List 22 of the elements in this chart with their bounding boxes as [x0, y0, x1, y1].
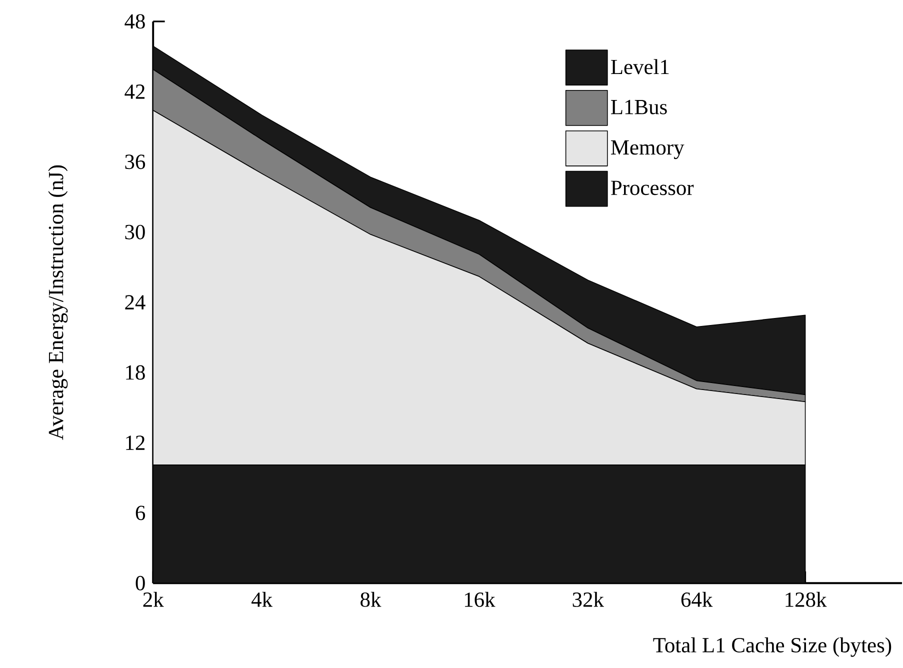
y-tick-label: 24: [125, 295, 146, 310]
y-tick-label: 42: [124, 84, 145, 99]
x-tick-label: 64k: [681, 592, 713, 607]
legend-label: Level1: [611, 59, 669, 74]
y-tick-label: 12: [126, 436, 145, 450]
x-tick-label: 32k: [572, 592, 604, 607]
y-axis-title: Average Energy/Instruction (nJ): [48, 165, 68, 440]
x-axis-title: Total L1 Cache Size (bytes): [653, 637, 892, 657]
legend-label: Processor: [611, 180, 694, 196]
y-tick-label: 0: [136, 576, 145, 590]
y-tick-label: 36: [125, 154, 146, 170]
legend-label: L1Bus: [611, 100, 667, 114]
legend-label: Memory: [611, 140, 684, 160]
x-tick-label: 4k: [252, 592, 273, 607]
x-tick-label: 16k: [464, 592, 496, 607]
y-tick-label: 18: [126, 365, 145, 380]
x-tick-label: 128k: [786, 592, 827, 607]
y-tick-label: 30: [125, 224, 145, 240]
x-tick-label: 8k: [360, 592, 382, 607]
y-tick-label: 48: [124, 14, 145, 29]
y-tick-label: 6: [136, 506, 146, 520]
x-tick-label: 2k: [143, 592, 164, 607]
